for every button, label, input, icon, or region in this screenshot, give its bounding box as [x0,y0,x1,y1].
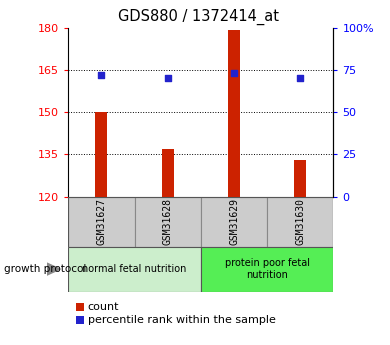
Text: GSM31627: GSM31627 [96,198,106,245]
Bar [96,112,107,197]
Text: growth protocol: growth protocol [4,264,86,274]
Point [231,70,237,76]
Text: GSM31630: GSM31630 [295,198,305,245]
Point [98,73,105,78]
Text: count: count [88,302,119,312]
Point [165,76,171,81]
Text: normal fetal nutrition: normal fetal nutrition [82,264,187,274]
Text: GSM31628: GSM31628 [163,198,173,245]
Bar [228,30,240,197]
Bar [68,247,201,292]
Bar [201,247,333,292]
Bar [76,316,84,324]
Text: protein poor fetal
nutrition: protein poor fetal nutrition [225,258,310,280]
Bar [162,149,174,197]
Text: GDS880 / 1372414_at: GDS880 / 1372414_at [119,9,279,25]
Bar [76,303,84,311]
Point [297,76,303,81]
Bar [68,197,135,247]
Bar [135,197,201,247]
Text: percentile rank within the sample: percentile rank within the sample [88,315,276,325]
Bar [267,197,333,247]
Text: GSM31629: GSM31629 [229,198,239,245]
Bar [201,197,267,247]
Bar [294,160,306,197]
Polygon shape [47,263,60,275]
